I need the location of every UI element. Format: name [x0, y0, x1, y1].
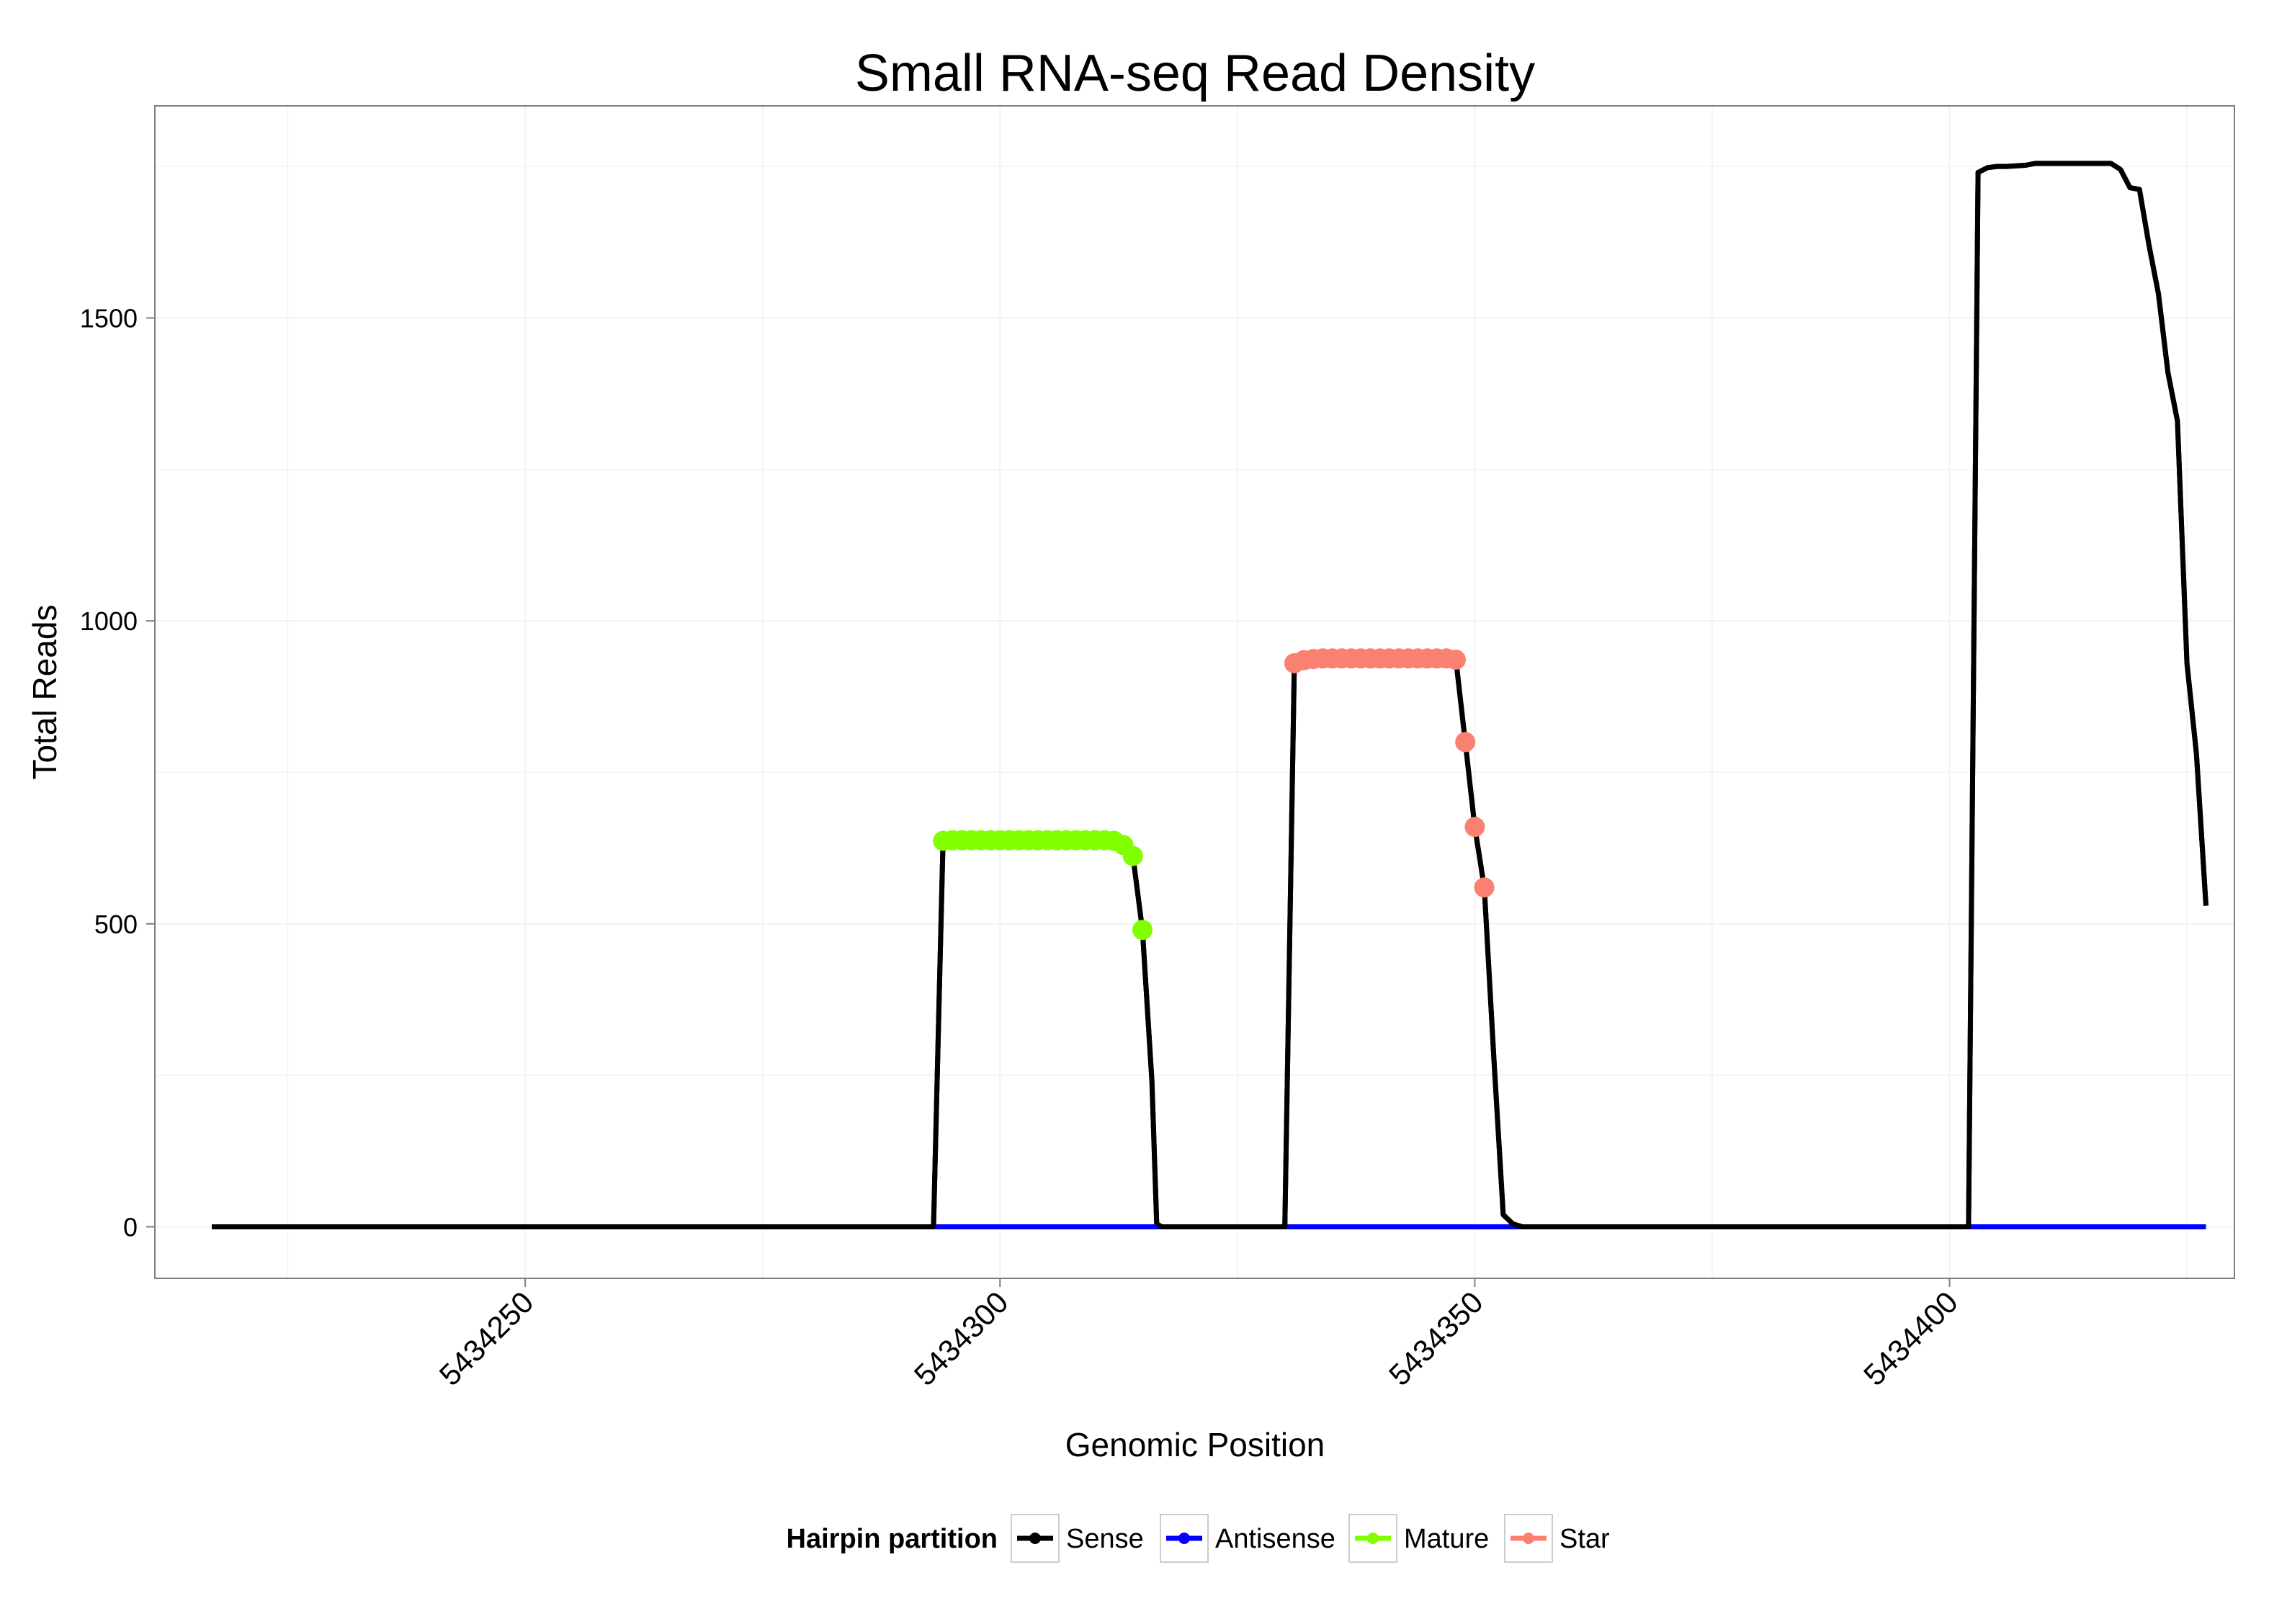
legend-label-antisense: Antisense [1215, 1524, 1335, 1554]
y-tick-label: 0 [123, 1212, 138, 1242]
data-point-star [1474, 877, 1495, 898]
legend-key-point [1029, 1533, 1041, 1544]
legend-key-point [1178, 1533, 1190, 1544]
plot-border [154, 105, 2235, 1279]
legend-key-point [1523, 1533, 1534, 1544]
y-tick-label: 1000 [80, 606, 138, 636]
x-axis-label: Genomic Position [1065, 1426, 1325, 1463]
data-point-star [1464, 817, 1485, 838]
legend-label-star: Star [1559, 1524, 1610, 1554]
series-line-sense-overlay [212, 161, 2208, 1229]
legend-label-mature: Mature [1404, 1524, 1489, 1554]
y-axis-label: Total Reads [26, 605, 63, 780]
data-point-star [1455, 732, 1476, 753]
series-layer [212, 161, 2208, 1229]
legend-label-sense: Sense [1066, 1524, 1144, 1554]
data-point-star [1446, 650, 1466, 670]
legend-key-point [1367, 1533, 1379, 1544]
y-tick-label: 1500 [80, 303, 138, 333]
grid-lines [155, 106, 2234, 1278]
chart-title: Small RNA-seq Read Density [855, 45, 1535, 102]
data-point-mature [1132, 920, 1153, 941]
legend-title: Hairpin partition [787, 1524, 998, 1554]
data-point-mature [1122, 845, 1143, 866]
legend: Hairpin partition Sense Antisense Mature Sta… [787, 1514, 1610, 1563]
y-tick-label: 500 [94, 910, 138, 939]
